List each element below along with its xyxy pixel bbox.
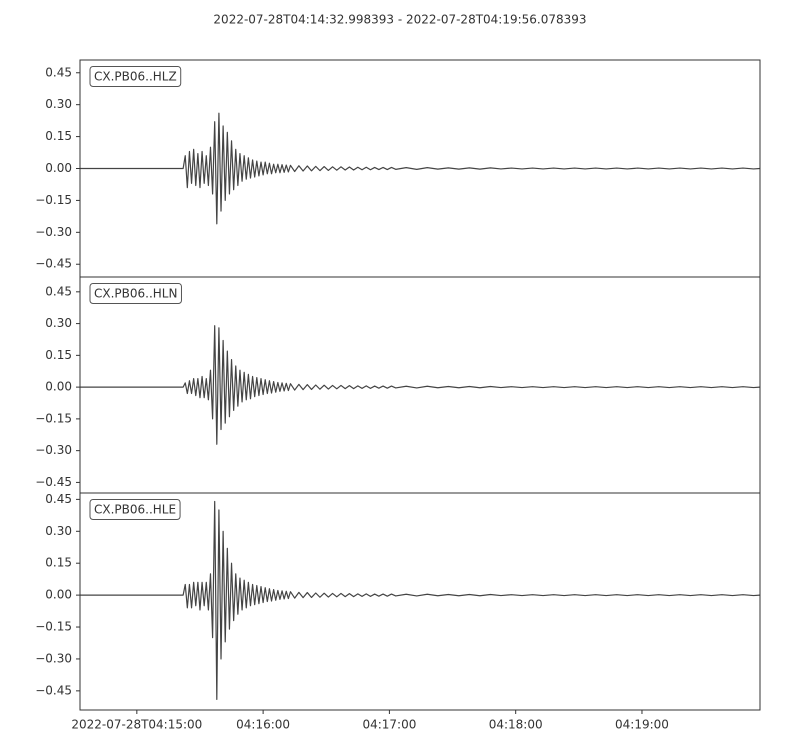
channel-label-box — [89, 66, 182, 87]
y-tick-label: 0.00 — [45, 161, 72, 175]
waveform — [80, 500, 760, 700]
y-tick-label: 0.00 — [45, 380, 72, 394]
y-tick-label: 0.30 — [45, 524, 72, 538]
axes-frame — [79, 276, 761, 494]
y-tick-label: 0.15 — [45, 556, 72, 570]
y-tick-label: −0.30 — [35, 443, 72, 457]
channel-label-box — [89, 283, 182, 304]
channel-label: CX.PB06..HLZ — [94, 70, 177, 84]
y-tick-label: 0.45 — [45, 284, 72, 298]
x-tick-label: 04:18:00 — [489, 718, 543, 732]
y-tick-label: 0.30 — [45, 316, 72, 330]
axes-frame — [79, 492, 761, 711]
channel-label: CX.PB06..HLE — [94, 503, 176, 517]
waveform — [80, 112, 760, 225]
y-tick-label: −0.15 — [35, 411, 72, 425]
y-tick-label: −0.45 — [35, 683, 72, 697]
x-tick-label: 04:17:00 — [362, 718, 416, 732]
y-tick-label: −0.30 — [35, 225, 72, 239]
figure-title: 2022-07-28T04:14:32.998393 - 2022-07-28T… — [213, 13, 586, 27]
x-tick-label: 2022-07-28T04:15:00 — [71, 718, 202, 732]
y-tick-label: −0.15 — [35, 620, 72, 634]
channel-label: CX.PB06..HLN — [94, 287, 177, 301]
y-tick-label: −0.15 — [35, 193, 72, 207]
y-tick-label: 0.00 — [45, 588, 72, 602]
y-tick-label: 0.30 — [45, 97, 72, 111]
y-tick-label: 0.15 — [45, 129, 72, 143]
channel-label-box — [89, 499, 181, 520]
waveform — [80, 325, 760, 445]
y-tick-label: 0.45 — [45, 65, 72, 79]
y-tick-label: 0.15 — [45, 348, 72, 362]
y-tick-label: 0.45 — [45, 492, 72, 506]
y-tick-label: −0.45 — [35, 257, 72, 271]
x-tick-label: 04:16:00 — [236, 718, 290, 732]
y-tick-label: −0.45 — [35, 475, 72, 489]
y-tick-label: −0.30 — [35, 651, 72, 665]
x-tick-label: 04:19:00 — [615, 718, 669, 732]
